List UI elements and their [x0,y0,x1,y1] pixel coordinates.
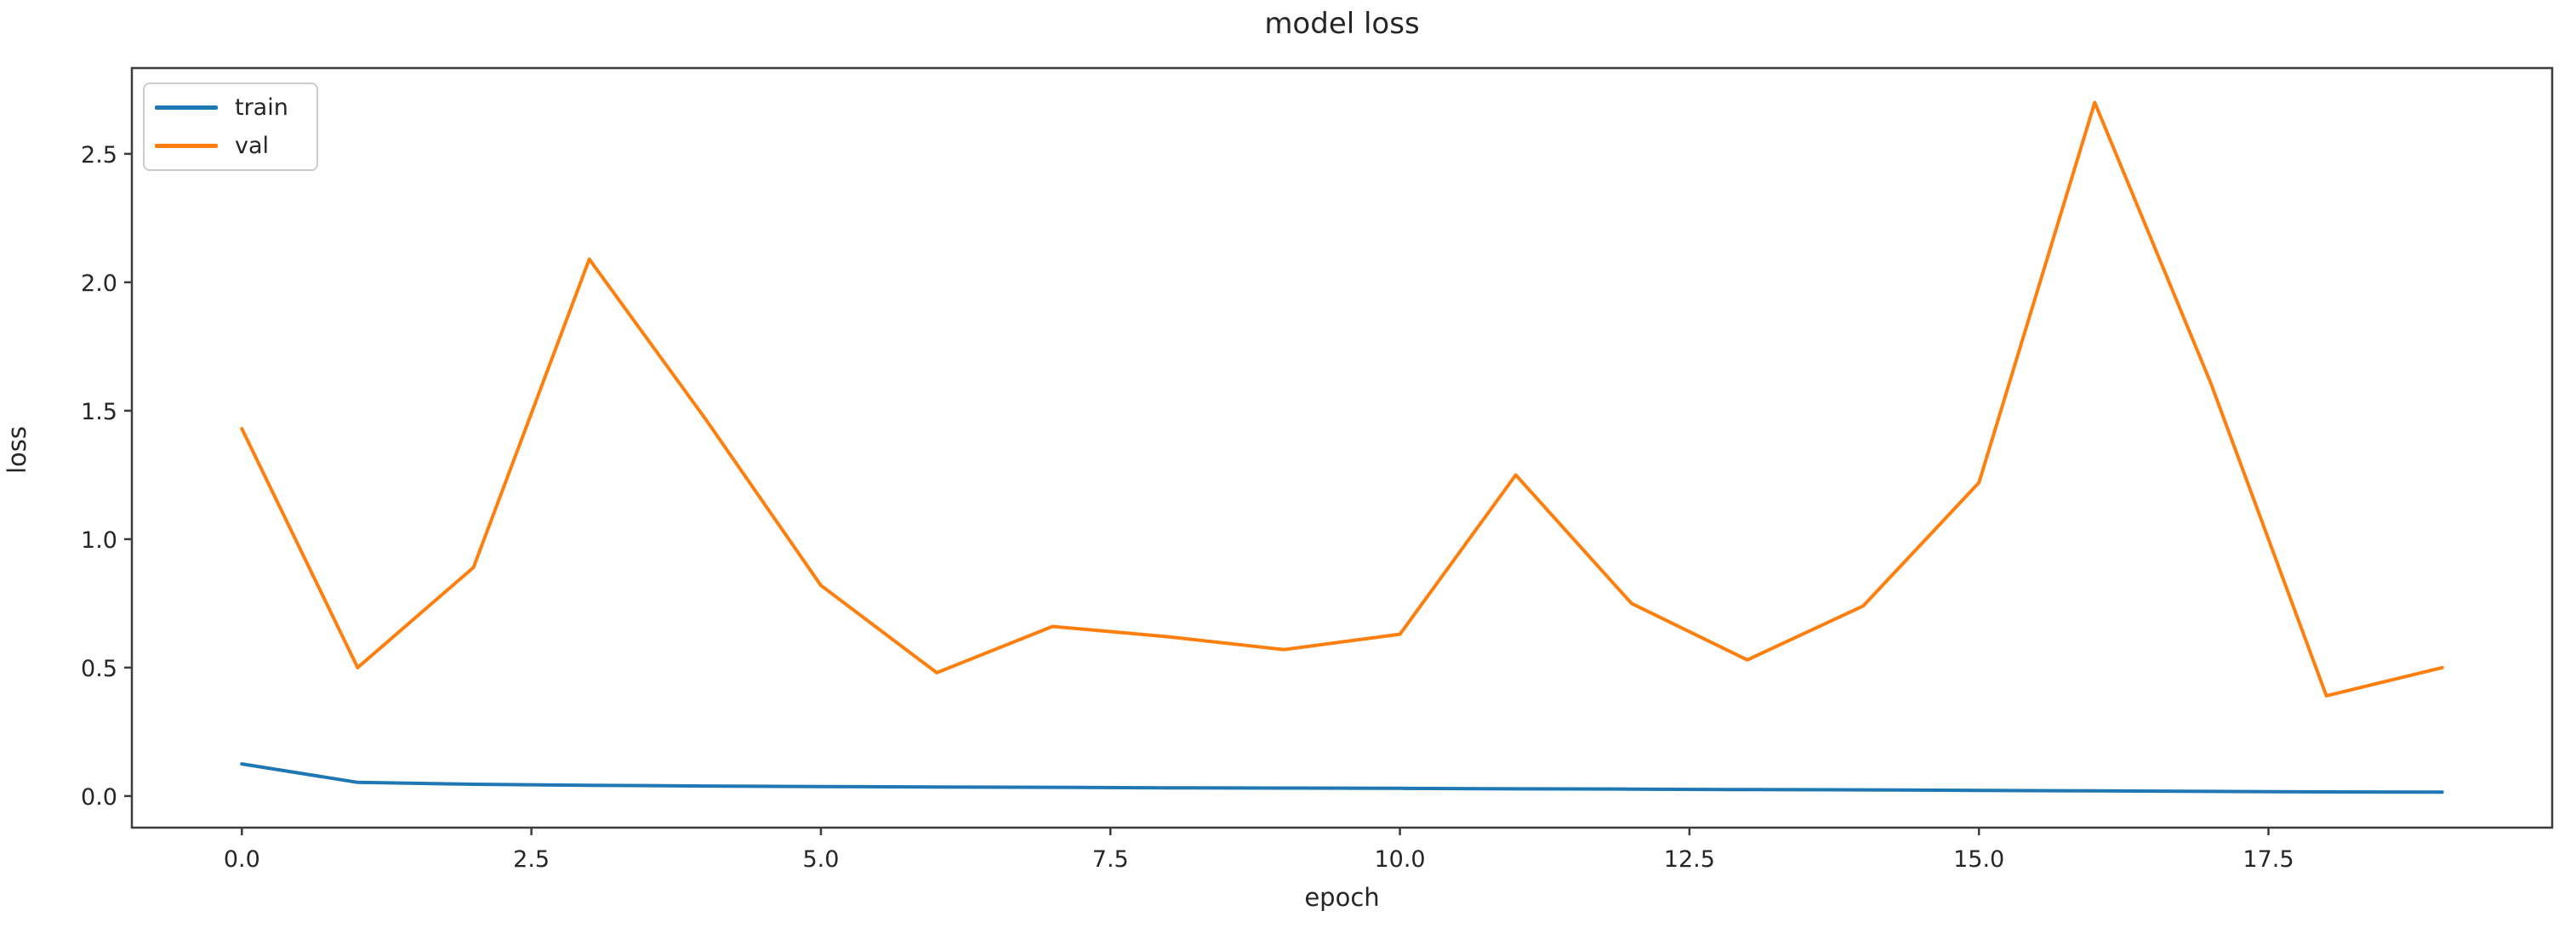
legend-label-train: train [235,94,288,121]
y-tick-label: 1.0 [81,527,117,554]
x-tick-label: 7.5 [1092,846,1129,873]
x-tick-label: 17.5 [2243,846,2294,873]
chart-title: model loss [1264,7,1420,41]
x-axis-label: epoch [1304,883,1380,912]
legend-label-val: val [235,133,270,159]
legend-item-val: val [155,134,306,157]
train-line-swatch [155,105,218,110]
legend: train val [143,83,318,171]
y-tick-label: 2.0 [81,270,117,297]
x-tick-label: 0.0 [224,846,260,873]
x-tick-label: 15.0 [1953,846,2004,873]
y-tick-label: 0.0 [81,784,117,811]
train-series-line [240,762,2444,794]
x-tick-label: 2.5 [513,846,550,873]
val-line-swatch [155,144,218,148]
x-tick-label: 12.5 [1664,846,1715,873]
legend-item-train: train [155,96,306,119]
y-tick-label: 1.5 [81,399,117,425]
y-tick-label: 0.5 [81,656,117,682]
y-axis-label: loss [3,425,31,475]
x-tick-label: 5.0 [802,846,839,873]
y-tick-label: 2.5 [81,142,117,168]
val-series-line [240,100,2444,698]
axes-frame [130,66,2554,829]
x-tick-label: 10.0 [1374,846,1425,873]
